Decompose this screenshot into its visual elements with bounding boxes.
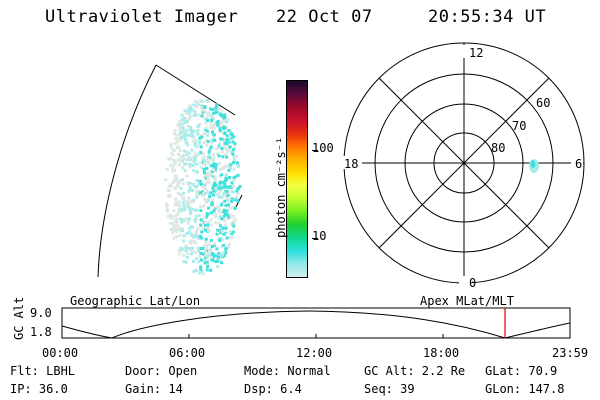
info-filter: Flt: LBHL	[10, 364, 76, 378]
colorbar-tick-10: 10	[312, 229, 327, 243]
lat-label-60: 60	[536, 96, 551, 110]
mlt-label-6: 6	[575, 157, 583, 171]
info-ip: IP: 36.0	[10, 382, 68, 396]
mlt-label-12: 12	[469, 46, 484, 60]
timeline-xtick-1800: 18:00	[423, 346, 460, 360]
timeline-xtick-0000: 00:00	[42, 346, 79, 360]
colorbar-tick-100: 100	[312, 141, 334, 155]
timeline-left-label: Geographic Lat/Lon	[70, 294, 201, 308]
earth-limb-image	[97, 64, 243, 278]
info-dsp: Dsp: 6.4	[244, 382, 302, 396]
polar-aurora-patch	[529, 159, 539, 173]
timeline-frame	[61, 307, 571, 339]
polar-diagonal-2	[378, 77, 550, 249]
info-glat: GLat: 70.9	[485, 364, 558, 378]
aurora-emission	[164, 98, 242, 276]
date-label: 22 Oct 07	[276, 7, 373, 27]
mlt-label-18: 18	[344, 157, 359, 171]
polar-mlat-mlt-plot	[342, 42, 585, 289]
timeline-ytick-9: 9.0	[30, 306, 52, 320]
timeline-right-label: Apex MLat/MLT	[420, 294, 514, 308]
info-gain: Gain: 14	[125, 382, 183, 396]
lat-label-80: 80	[491, 141, 506, 155]
mlt-label-0: 0	[469, 276, 477, 290]
info-door: Door: Open	[125, 364, 198, 378]
timeline-xtick-0600: 06:00	[169, 346, 206, 360]
timeline-ytick-1-8: 1.8	[30, 325, 52, 339]
colorbar-unit-label: photon cm⁻²s⁻¹	[274, 136, 288, 238]
info-mode: Mode: Normal	[244, 364, 331, 378]
info-seq: Seq: 39	[364, 382, 415, 396]
colorbar	[286, 80, 308, 278]
altitude-timeline	[61, 307, 571, 339]
colorbar-gradient	[286, 80, 308, 278]
lat-label-70: 70	[512, 119, 527, 133]
timeline-y-axis-label: GC Alt	[12, 296, 26, 340]
info-glon: GLon: 147.8	[485, 382, 565, 396]
instrument-title: Ultraviolet Imager	[45, 7, 239, 27]
time-label: 20:55:34 UT	[428, 7, 547, 27]
altitude-curve	[61, 310, 571, 339]
timeline-xtick-1200: 12:00	[296, 346, 333, 360]
info-gc-alt: GC Alt: 2.2 Re	[364, 364, 466, 378]
timeline-xtick-2359: 23:59	[552, 346, 589, 360]
